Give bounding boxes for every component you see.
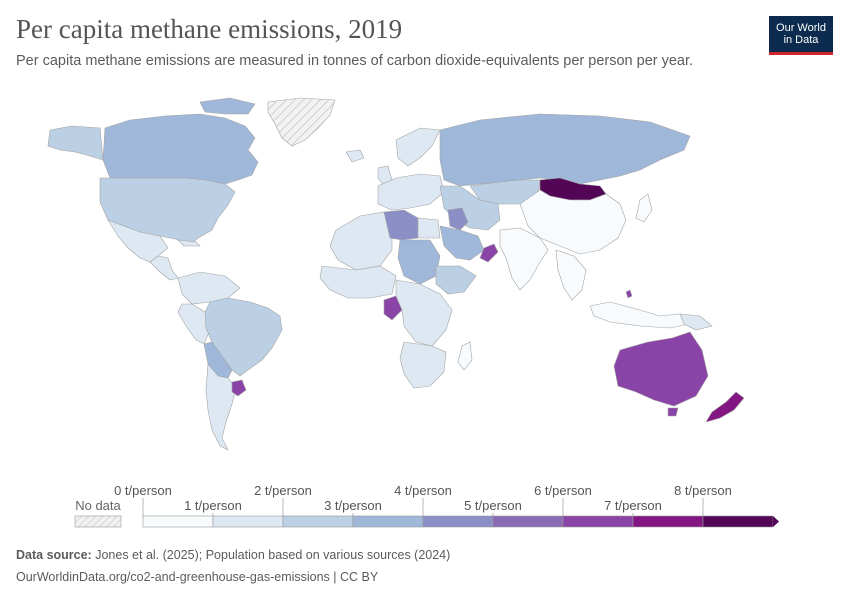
country-northwest-africa[interactable] [329,211,393,271]
legend-tick-label-6: 6 t/person [534,483,592,498]
country-india[interactable] [499,227,549,291]
country-scandinavia[interactable] [395,127,441,167]
legend-bin-0[interactable] [142,515,214,528]
legend-bin-4[interactable] [422,515,494,528]
legend-tick-label-7: 7 t/person [604,498,662,513]
country-southern-africa[interactable] [399,341,447,389]
country-brunei[interactable] [625,289,633,299]
country-gabon-congo[interactable] [383,295,403,321]
owid-logo[interactable]: Our World in Data [769,16,833,55]
legend-tick-label-1: 1 t/person [184,498,242,513]
color-legend: No data 0 t/person 1 t/person 2 t/person 3 t… [0,470,850,540]
legend-tick-label-5: 5 t/person [464,498,522,513]
legend-tick-label-2: 2 t/person [254,483,312,498]
world-map[interactable] [0,80,850,470]
logo-line-1: Our World [776,22,826,34]
country-tasmania[interactable] [667,407,679,417]
chart-subtitle: Per capita methane emissions are measure… [16,53,694,69]
country-uruguay[interactable] [231,379,247,397]
country-usa-alaska[interactable] [47,125,104,161]
country-russia[interactable] [439,113,691,187]
country-japan[interactable] [635,193,653,223]
legend-tick-label-8: 8 t/person [674,483,732,498]
data-source-label: Data source: [16,548,92,562]
country-canada[interactable] [102,113,259,185]
country-saudi-arabia[interactable] [439,225,485,261]
country-new-zealand[interactable] [705,391,745,423]
country-brazil[interactable] [204,297,283,377]
legend-bin-2[interactable] [282,515,354,528]
country-indonesia[interactable] [589,301,691,329]
country-egypt[interactable] [417,217,441,239]
country-cuba[interactable] [177,239,201,247]
source-url[interactable]: OurWorldinData.org/co2-and-greenhouse-ga… [16,570,379,584]
legend-bin-6[interactable] [562,515,634,528]
country-china[interactable] [519,189,627,255]
legend-bin-3[interactable] [352,515,424,528]
legend-tick-label-3: 3 t/person [324,498,382,513]
chart-title: Per capita methane emissions, 2019 [16,14,403,44]
country-sudan[interactable] [397,239,441,285]
country-peru[interactable] [177,303,211,345]
legend-bin-5[interactable] [492,515,564,528]
country-ethiopia[interactable] [435,265,477,295]
legend-arrow-tip [773,516,779,527]
country-papua-new-guinea[interactable] [679,313,713,331]
country-australia[interactable] [613,331,709,407]
country-argentina[interactable] [205,363,237,451]
legend-bin-1[interactable] [212,515,284,528]
legend-no-data-label: No data [75,498,121,513]
country-central-america[interactable] [149,255,179,281]
data-source-text[interactable]: Jones et al. (2025); Population based on… [95,548,451,562]
country-canada-islands[interactable] [199,97,256,115]
country-iceland[interactable] [345,149,365,163]
legend-tick-label-0: 0 t/person [114,483,172,498]
country-western-europe[interactable] [377,173,445,211]
legend-no-data-swatch[interactable] [74,515,122,528]
country-west-africa[interactable] [319,265,397,299]
logo-line-2: in Data [783,34,819,46]
country-iraq[interactable] [447,207,469,231]
country-madagascar[interactable] [457,341,473,371]
country-southeast-asia[interactable] [555,249,587,301]
legend-bin-8[interactable] [702,515,774,528]
country-oman[interactable] [479,243,499,263]
legend-bin-7[interactable] [632,515,704,528]
country-greenland[interactable] [267,97,336,147]
legend-tick-label-4: 4 t/person [394,483,452,498]
data-source: Data source: Jones et al. (2025); Popula… [16,548,450,562]
